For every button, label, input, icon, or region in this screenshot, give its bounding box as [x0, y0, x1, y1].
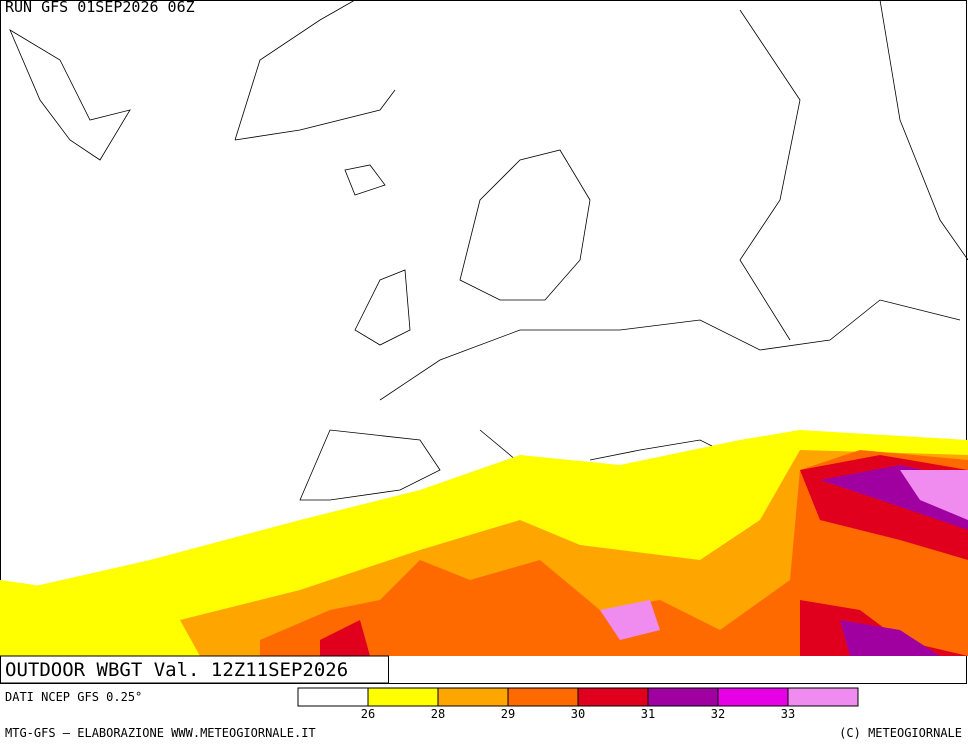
legend: 26 28 29 30 31 32 33	[297, 687, 859, 721]
data-source: DATI NCEP GFS 0.25°	[5, 690, 142, 704]
shade-purple	[820, 465, 968, 656]
legend-swatch	[787, 687, 859, 707]
footer-left: MTG-GFS – ELABORAZIONE WWW.METEOGIORNALE…	[5, 726, 316, 740]
map: RUN GFS 01SEP2026 06Z OUTDOOR WBGT Val. …	[0, 0, 968, 684]
legend-tick-label: 32	[711, 707, 725, 721]
run-label: RUN GFS 01SEP2026 06Z	[5, 0, 195, 16]
map-title: OUTDOOR WBGT Val. 12Z11SEP2026	[5, 659, 348, 681]
legend-tick-label: 28	[431, 707, 445, 721]
shade-pink	[600, 470, 968, 640]
legend-swatch	[577, 687, 649, 707]
legend-tick-label: 30	[571, 707, 585, 721]
legend-swatch	[367, 687, 439, 707]
legend-tick-label: 26	[361, 707, 375, 721]
legend-tick-label: 29	[501, 707, 515, 721]
legend-swatch	[297, 687, 369, 707]
legend-swatch	[647, 687, 719, 707]
shade-dark-orange	[260, 450, 968, 656]
legend-swatch	[507, 687, 579, 707]
legend-swatch	[437, 687, 509, 707]
footer-right: (C) METEOGIORNALE	[839, 726, 962, 740]
legend-tick-label: 33	[781, 707, 795, 721]
shade-yellow-west	[0, 580, 40, 630]
legend-tick-label: 31	[641, 707, 655, 721]
shade-red	[320, 455, 968, 656]
legend-swatch	[717, 687, 789, 707]
